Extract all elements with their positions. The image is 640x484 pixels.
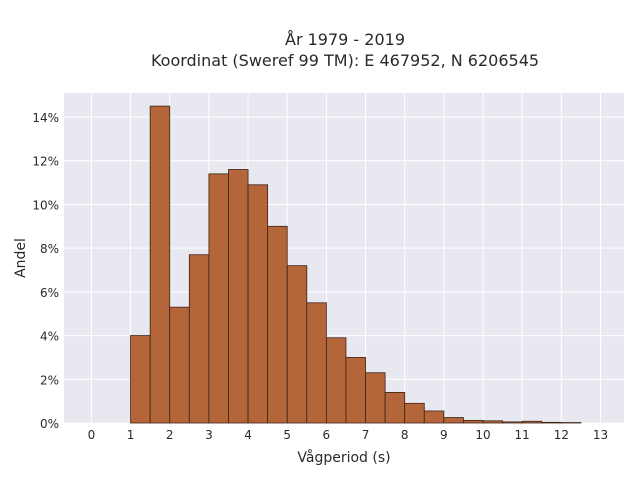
histogram-bar [228,169,248,423]
x-tick-label: 2 [166,428,174,442]
histogram-bar [326,338,346,423]
histogram-bar [385,392,405,423]
histogram-bar [248,185,268,423]
x-tick-label: 12 [554,428,569,442]
y-tick-label: 2% [40,373,59,387]
chart-title-line-1: År 1979 - 2019 [285,30,405,49]
x-tick-label: 0 [88,428,96,442]
y-tick-label: 14% [32,111,59,125]
histogram-bar [542,422,562,423]
x-tick-label: 6 [323,428,331,442]
histogram-bar [503,422,523,423]
histogram-bar [209,174,229,423]
x-tick-label: 11 [515,428,530,442]
histogram-bar [268,226,288,423]
x-tick-label: 13 [593,428,608,442]
x-tick-label: 7 [362,428,370,442]
histogram-bar [444,418,464,423]
x-tick-label: 5 [283,428,291,442]
histogram-bar [405,403,425,423]
y-axis-ticks: 0% 2% 4% 6% 8% 10% 12% 14% [32,111,59,431]
histogram-bar [131,336,151,423]
y-tick-label: 6% [40,286,59,300]
histogram-bar [287,266,307,423]
y-axis-label: Andel [13,238,29,278]
histogram-bar [170,307,190,423]
y-tick-label: 8% [40,242,59,256]
histogram-bar [366,373,386,423]
histogram-bar [307,303,327,423]
x-axis-label: Vågperiod (s) [297,449,390,466]
y-tick-label: 4% [40,330,59,344]
y-tick-label: 10% [32,198,59,212]
y-tick-label: 12% [32,155,59,169]
x-tick-label: 3 [205,428,213,442]
histogram-bar [522,421,542,423]
histogram-bar [346,357,366,423]
x-tick-label: 9 [440,428,448,442]
x-tick-label: 1 [127,428,135,442]
chart-title-line-2: Koordinat (Sweref 99 TM): E 467952, N 62… [151,51,539,70]
histogram-bar [424,411,444,423]
histogram-bar [483,421,503,423]
x-tick-label: 10 [475,428,490,442]
y-tick-label: 0% [40,417,59,431]
x-tick-label: 4 [244,428,252,442]
x-tick-label: 8 [401,428,409,442]
histogram-bar [463,420,483,423]
histogram-bar [189,255,209,423]
histogram-bar [150,106,170,423]
